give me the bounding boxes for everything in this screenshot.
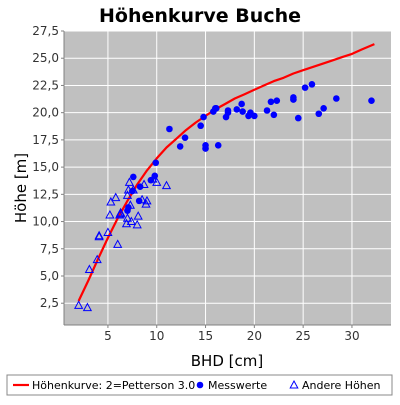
y-tick-label: 7,5 xyxy=(40,242,59,256)
height-curve-line xyxy=(77,43,375,302)
y-axis-label: Höhe [m] xyxy=(12,153,30,223)
other-height-point xyxy=(92,254,102,264)
curve-layer xyxy=(77,43,375,302)
other-height-point xyxy=(133,211,143,220)
other-height-point xyxy=(161,180,172,190)
measured-point xyxy=(224,107,232,114)
other-height-point xyxy=(122,190,133,199)
y-tick-label: 12,5 xyxy=(32,187,59,201)
measured-point xyxy=(239,108,246,115)
measured-point xyxy=(301,84,309,91)
other-height-point xyxy=(139,179,149,189)
x-tick-label: 10 xyxy=(149,329,164,343)
y-tick-label: 2,5 xyxy=(40,296,59,310)
measured-point xyxy=(202,142,209,149)
other-height-point xyxy=(122,213,133,222)
other-height-point xyxy=(105,209,115,219)
x-axis-label: BHD [cm] xyxy=(191,352,263,370)
measured-point xyxy=(294,114,302,122)
other-height-point xyxy=(103,227,113,236)
other-height-point xyxy=(74,300,84,309)
y-tick-label: 20,0 xyxy=(32,106,59,120)
other-height-point xyxy=(125,200,136,209)
measured-point xyxy=(212,105,220,112)
x-tick-label: 30 xyxy=(344,329,359,343)
measured-point xyxy=(176,143,184,150)
measured-point xyxy=(333,95,340,102)
other-height-point xyxy=(84,264,95,273)
measured-point xyxy=(273,97,281,104)
measured-point xyxy=(130,173,137,181)
legend-points-label: Messwerte xyxy=(208,379,267,392)
measured-point xyxy=(181,134,189,142)
legend: Höhenkurve: 2=Petterson 3.0 Messwerte Ande… xyxy=(6,374,393,396)
other-height-point xyxy=(124,177,135,186)
other-height-point xyxy=(115,207,126,217)
measured-point xyxy=(166,125,173,133)
y-tick-label: 15,0 xyxy=(32,160,59,174)
other-height-point xyxy=(106,196,116,206)
measured-point xyxy=(320,105,327,112)
other-height-point xyxy=(132,219,142,229)
x-tick-label: 15 xyxy=(198,329,213,343)
measured-point xyxy=(233,106,241,113)
y-tick-label: 25,0 xyxy=(32,51,59,65)
other-height-point xyxy=(94,231,104,241)
points-layer xyxy=(74,81,375,312)
y-tick-label: 5,0 xyxy=(40,269,59,283)
other-height-point xyxy=(115,208,126,218)
y-tick-label: 27,5 xyxy=(32,24,59,38)
measured-point xyxy=(200,113,207,121)
x-tick-label: 20 xyxy=(247,329,262,343)
legend-points-swatch xyxy=(196,381,204,389)
measured-point xyxy=(290,94,297,101)
other-height-point xyxy=(126,216,136,226)
measured-point xyxy=(151,172,159,180)
plot-area xyxy=(64,31,391,325)
other-height-point xyxy=(113,239,123,248)
other-height-point xyxy=(82,302,93,312)
other-height-point xyxy=(148,174,158,183)
measured-point xyxy=(270,111,278,119)
legend-triangles-swatch xyxy=(289,379,299,389)
other-height-point xyxy=(152,177,162,186)
measured-point xyxy=(267,98,275,106)
measured-point xyxy=(263,107,271,114)
legend-curve-label: Höhenkurve: 2=Petterson 3.0 xyxy=(32,379,195,392)
measured-point xyxy=(238,100,245,108)
other-height-point xyxy=(137,194,147,204)
y-tick-label: 10,0 xyxy=(32,215,59,229)
measured-point xyxy=(315,110,323,118)
other-height-point xyxy=(111,192,121,202)
y-tick-label: 17,5 xyxy=(32,133,59,147)
other-height-point xyxy=(123,184,134,194)
measured-point xyxy=(308,81,316,88)
other-height-point xyxy=(128,184,138,194)
x-tick-label: 25 xyxy=(296,329,311,343)
measured-point xyxy=(197,122,204,130)
measured-point xyxy=(368,97,375,104)
measured-point xyxy=(152,159,160,167)
axes: 5 10 15 20 25 30 2,5 5,0 7,5 10,0 12,5 15,0 17,5 20,0… xyxy=(32,24,391,343)
x-tick-label: 5 xyxy=(104,329,112,343)
legend-triangles-label: Andere Höhen xyxy=(302,379,381,392)
other-height-point xyxy=(142,195,152,205)
y-tick-label: 22,5 xyxy=(32,78,59,92)
chart-title: Höhenkurve Buche xyxy=(99,5,301,27)
measured-point xyxy=(214,142,222,149)
measured-point xyxy=(125,204,132,211)
other-height-point xyxy=(94,230,104,240)
measured-point xyxy=(251,112,258,120)
